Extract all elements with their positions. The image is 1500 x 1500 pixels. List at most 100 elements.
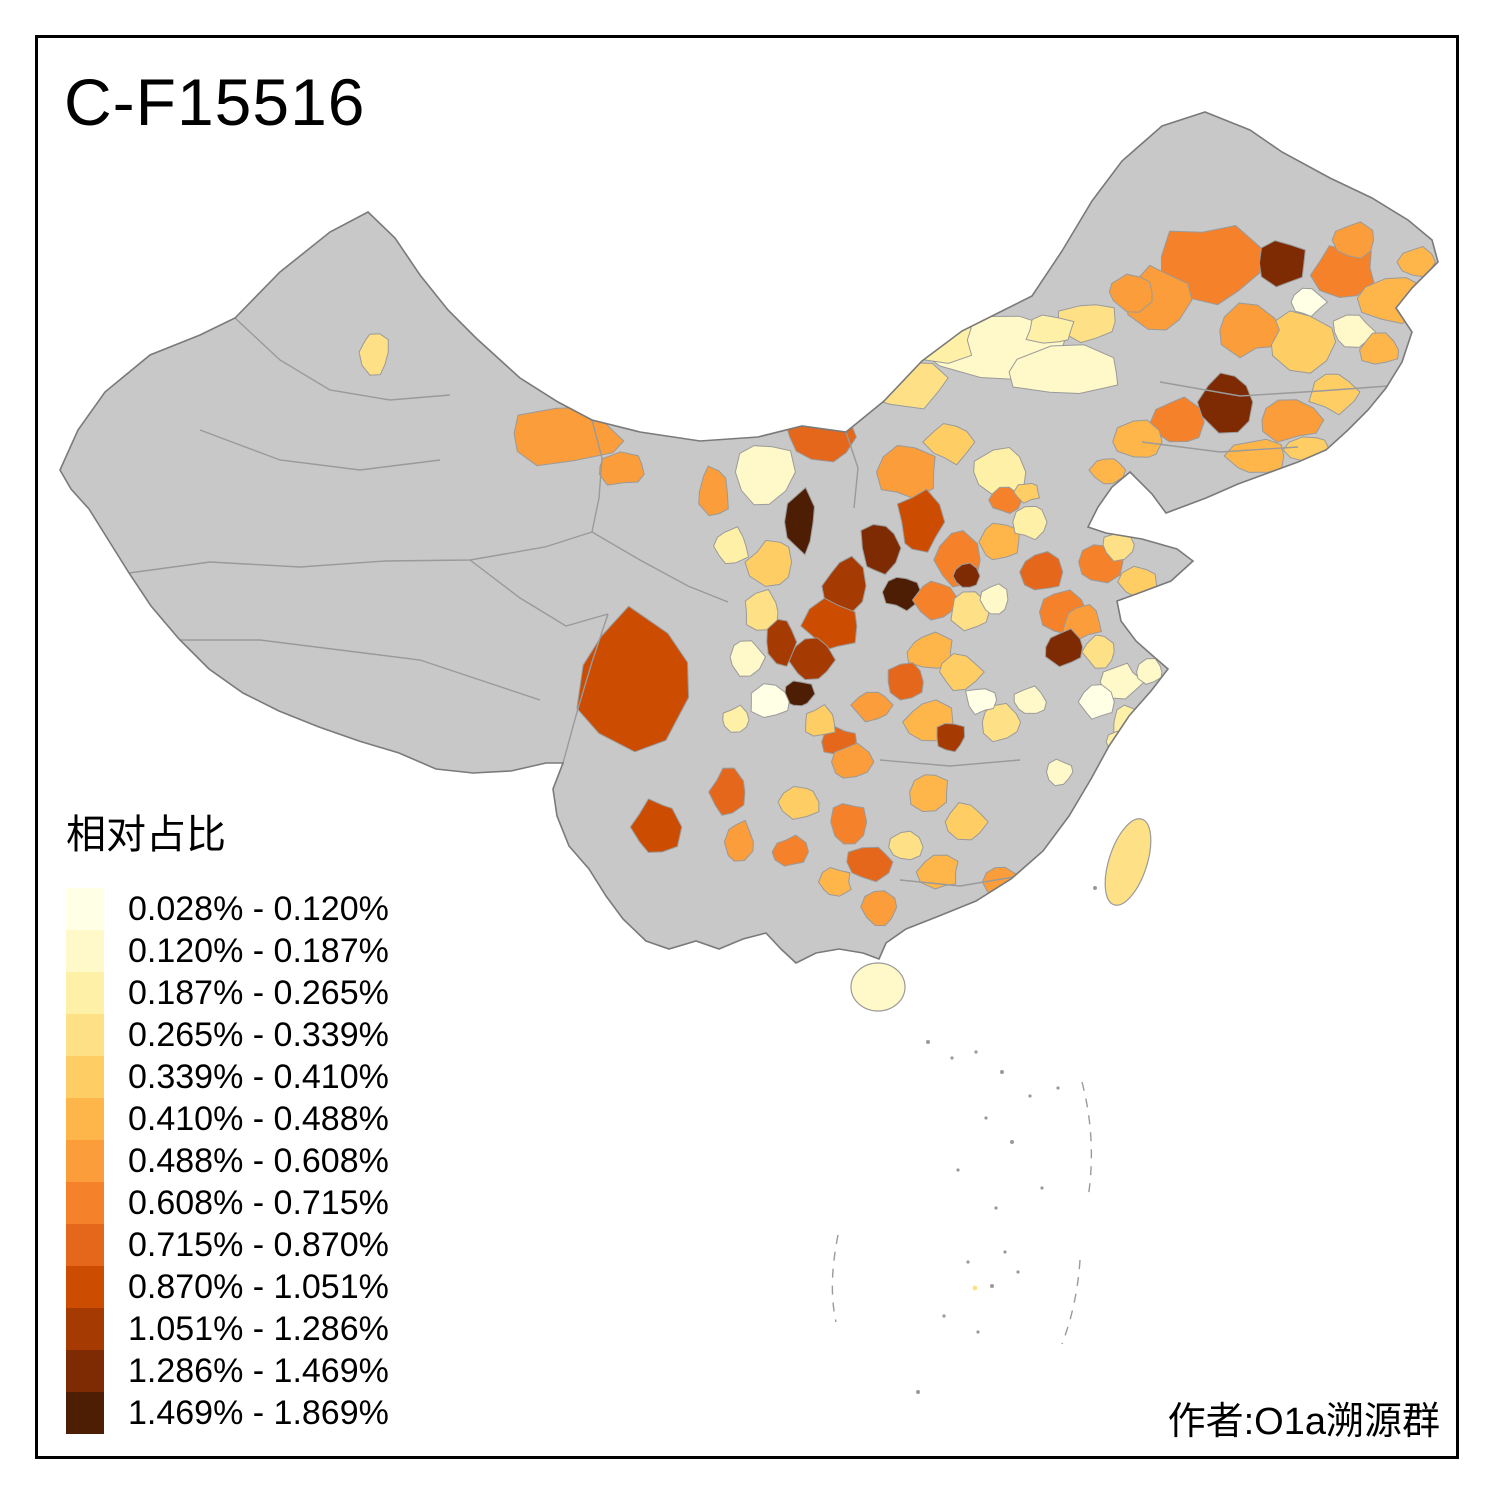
map-region: [922, 422, 976, 466]
legend-swatch: [66, 1308, 104, 1350]
legend-item: 0.028% - 0.120%: [66, 888, 389, 930]
map-region: [939, 652, 985, 692]
map-region: [1019, 551, 1064, 591]
map-region: [734, 445, 796, 506]
legend-swatch: [66, 1392, 104, 1434]
hainan-island: [850, 962, 906, 1012]
legend-item: 0.870% - 1.051%: [66, 1266, 389, 1308]
legend-swatch: [66, 1098, 104, 1140]
legend-swatch: [66, 1266, 104, 1308]
map-region: [911, 580, 960, 621]
legend-swatch: [66, 1224, 104, 1266]
legend-items: 0.028% - 0.120% 0.120% - 0.187% 0.187% - 0…: [66, 888, 389, 1434]
map-region: [830, 803, 868, 845]
author-credit: 作者:O1a溯源群: [1167, 1401, 1440, 1443]
legend-label: 0.715% - 0.870%: [128, 1225, 389, 1264]
map-region: [804, 704, 836, 737]
map-region: [887, 662, 924, 701]
map-region: [988, 486, 1023, 515]
map-region: [722, 704, 750, 733]
map-region: [1013, 685, 1047, 714]
legend-swatch: [66, 888, 104, 930]
map-region: [698, 465, 729, 517]
taiwan-island: [1104, 818, 1152, 906]
choropleth-regions: [358, 221, 1437, 927]
map-region: [1045, 758, 1074, 787]
map-region: [944, 802, 989, 841]
map-region: [817, 866, 852, 897]
legend-label: 0.265% - 0.339%: [128, 1015, 389, 1054]
map-region: [708, 767, 746, 816]
map-region: [1331, 221, 1375, 259]
map-region: [766, 618, 798, 667]
legend-item: 0.608% - 0.715%: [66, 1182, 389, 1224]
map-region: [713, 526, 750, 565]
legend-item: 0.410% - 0.488%: [66, 1098, 389, 1140]
legend-label: 0.870% - 1.051%: [128, 1267, 389, 1306]
legend-label: 0.608% - 0.715%: [128, 1183, 389, 1222]
map-region: [1359, 332, 1400, 365]
map-region: [964, 688, 998, 716]
legend-item: 1.286% - 1.469%: [66, 1350, 389, 1392]
legend-label: 1.051% - 1.286%: [128, 1309, 389, 1348]
map-region: [978, 522, 1020, 561]
map-region: [1136, 657, 1163, 685]
map-region: [1149, 396, 1205, 443]
map-region: [750, 683, 790, 719]
map-region: [1013, 482, 1041, 504]
map-region: [981, 702, 1022, 743]
map-region: [1088, 458, 1127, 485]
legend-item: 1.051% - 1.286%: [66, 1308, 389, 1350]
map-region: [1261, 399, 1325, 443]
map-region: [1025, 314, 1075, 344]
legend-label: 0.488% - 0.608%: [128, 1141, 389, 1180]
map-region: [950, 591, 991, 632]
legend-item: 0.265% - 0.339%: [66, 1014, 389, 1056]
map-region: [1108, 273, 1153, 313]
legend-label: 0.120% - 0.187%: [128, 931, 389, 970]
legend-swatch: [66, 1014, 104, 1056]
legend-item: 1.469% - 1.869%: [66, 1392, 389, 1434]
map-region: [1258, 240, 1306, 288]
map-region: [821, 555, 867, 613]
map-region: [1081, 634, 1115, 669]
legend-swatch: [66, 930, 104, 972]
legend-swatch: [66, 1182, 104, 1224]
map-region: [598, 451, 645, 486]
map-region: [1012, 505, 1048, 541]
legend: 相对占比 0.028% - 0.120% 0.120% - 0.187% 0.187…: [66, 802, 389, 1434]
map-region: [629, 798, 683, 853]
map-region: [1077, 684, 1115, 720]
map-region: [860, 523, 902, 576]
map-region: [729, 640, 767, 677]
map-region: [358, 333, 389, 376]
legend-label: 0.187% - 0.265%: [128, 973, 389, 1012]
legend-swatch: [66, 1140, 104, 1182]
penghu-islet: [1093, 886, 1097, 890]
legend-swatch: [66, 1350, 104, 1392]
legend-item: 0.187% - 0.265%: [66, 972, 389, 1014]
legend-item: 0.715% - 0.870%: [66, 1224, 389, 1266]
map-region: [952, 562, 981, 588]
map-region: [1112, 419, 1163, 458]
map-region: [723, 819, 754, 862]
province-boundaries: [128, 317, 1389, 887]
legend-label: 0.410% - 0.488%: [128, 1099, 389, 1138]
map-region: [771, 834, 809, 867]
legend-item: 0.339% - 0.410%: [66, 1056, 389, 1098]
map-region: [1044, 628, 1084, 668]
map-region: [576, 605, 690, 753]
map-region: [1008, 344, 1119, 395]
legend-label: 0.028% - 0.120%: [128, 889, 389, 928]
map-region: [979, 583, 1009, 615]
map-region: [1196, 372, 1254, 434]
legend-item: 0.488% - 0.608%: [66, 1140, 389, 1182]
legend-item: 0.120% - 0.187%: [66, 930, 389, 972]
map-region: [909, 774, 949, 813]
map-region: [1290, 287, 1329, 318]
map-region: [1099, 662, 1145, 700]
map-region: [1219, 302, 1280, 359]
legend-swatch: [66, 972, 104, 1014]
